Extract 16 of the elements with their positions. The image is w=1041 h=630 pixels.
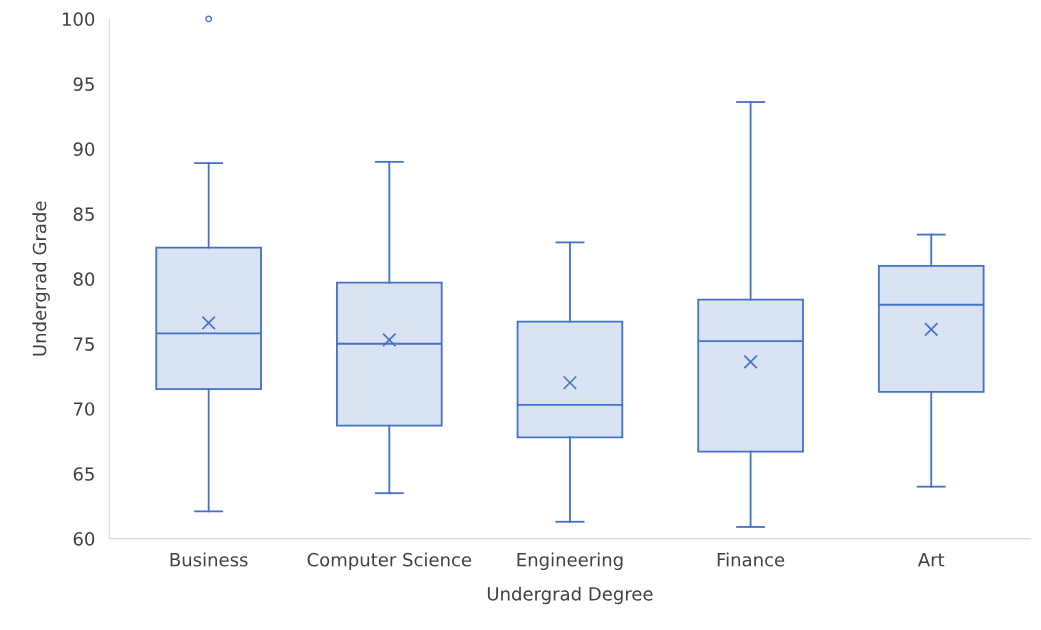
x-tick-label: Computer Science (307, 552, 472, 571)
x-tick-label: Engineering (517, 552, 623, 571)
y-axis-title: Undergrad Grade (32, 201, 50, 356)
y-tick-label: 70 (73, 402, 95, 416)
y-tick-label: 65 (73, 467, 94, 481)
y-tick-label: 95 (73, 77, 94, 91)
x-tick-label: Finance (717, 552, 785, 567)
y-tick-label: 75 (73, 337, 94, 351)
y-tick-label: 85 (73, 207, 94, 221)
y-tick-label: 100 (62, 12, 95, 27)
x-tick-label: Art (917, 553, 945, 567)
y-tick-label: 90 (73, 142, 95, 156)
x-tick-label: Business (170, 552, 248, 567)
y-tick-label: 80 (73, 272, 95, 286)
x-axis-title: Undergrad Degree (487, 586, 653, 605)
y-tick-label: 60 (73, 532, 95, 546)
